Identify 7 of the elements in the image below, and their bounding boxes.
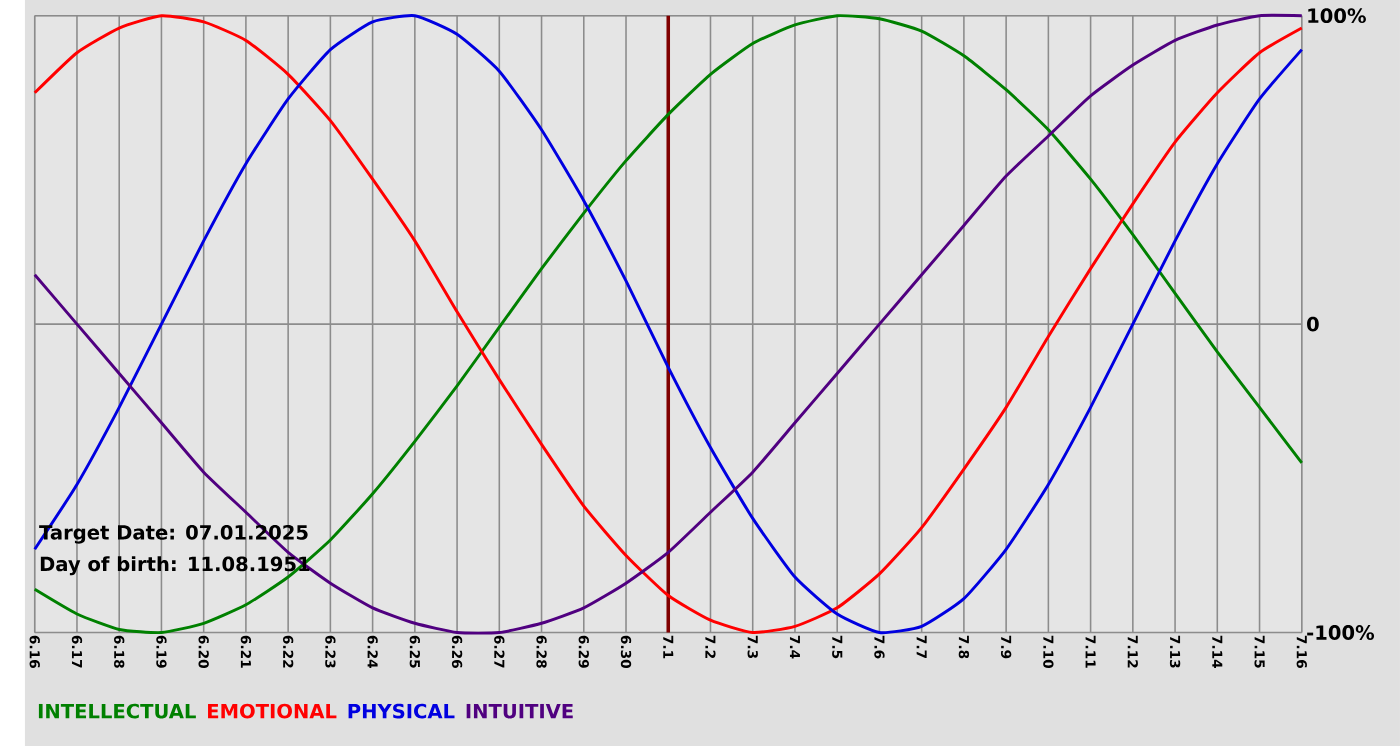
y-tick-label: 100% <box>1308 8 1366 23</box>
text: INTUITIVE <box>466 703 573 719</box>
y-tick-label: -100% <box>1307 624 1375 640</box>
y-tick-label: 0 <box>1307 316 1319 332</box>
text: INTELLECTUAL <box>38 703 196 719</box>
text: PHYSICAL <box>348 703 455 719</box>
text: EMOTIONAL <box>208 703 337 719</box>
